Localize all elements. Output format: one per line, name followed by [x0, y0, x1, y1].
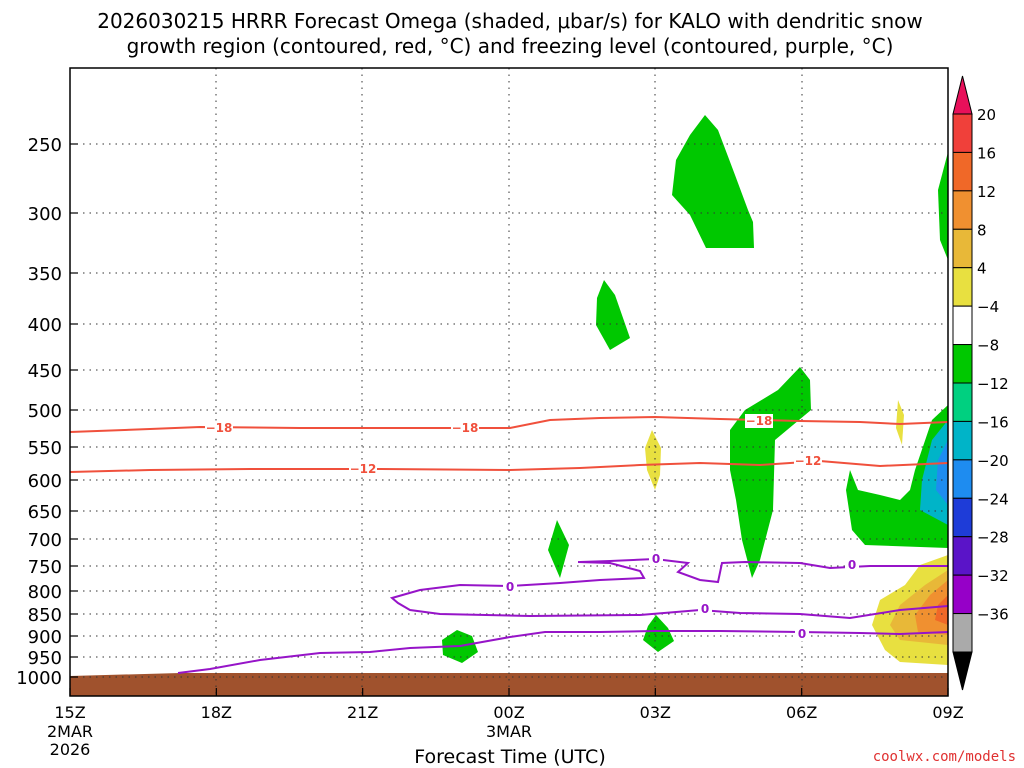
x-tick-label-0: 15Z	[54, 703, 85, 722]
dgz-label-minus12-b: −12	[795, 454, 822, 468]
omega-cell-400-green	[596, 280, 630, 350]
freezing-contour-surface-rise	[177, 630, 949, 674]
surface-terrain	[70, 673, 948, 696]
chart-title-line-2: growth region (contoured, red, °C) and f…	[127, 34, 894, 58]
colorbar-box-5	[952, 305, 973, 346]
colorbar: 20 16 12 8 4 −4 −8 −12 −16 −20 −24 −28 −32 −36	[952, 75, 1009, 691]
dgz-label-minus18-b: −18	[452, 421, 479, 435]
freezing-contour-labels: 0 0 0 0 0	[503, 552, 859, 641]
colorbar-label-12: −32	[977, 567, 1009, 585]
colorbar-box-11	[952, 536, 973, 576]
colorbar-box-12	[952, 574, 973, 615]
y-tick-label-800: 800	[28, 582, 62, 603]
omega-cell-lowlevel-red	[935, 595, 948, 625]
y-tick-label-600: 600	[28, 471, 62, 492]
freezing-label-a: 0	[506, 580, 514, 594]
x-tick-sublabel-0-1: 2026	[50, 740, 91, 759]
y-tick-label-950: 950	[28, 648, 62, 669]
omega-cell-upper-green	[672, 115, 754, 248]
dgz-label-minus18-c: −18	[746, 414, 773, 428]
freezing-label-e: 0	[848, 558, 856, 572]
colorbar-label-0: 20	[977, 106, 996, 124]
omega-cell-right-darkblue	[936, 440, 948, 505]
y-tick-label-750: 750	[28, 557, 62, 578]
colorbar-box-3	[952, 228, 973, 269]
y-tick-label-900: 900	[28, 627, 62, 648]
x-tick-label-4: 03Z	[640, 703, 671, 722]
colorbar-box-13	[952, 613, 973, 653]
omega-cell-700-green	[548, 520, 569, 578]
colorbar-label-8: −16	[977, 413, 1009, 431]
x-axis-label: Forecast Time (UTC)	[414, 746, 605, 768]
y-tick-label-400: 400	[28, 315, 62, 336]
colorbar-label-10: −24	[977, 490, 1009, 508]
freezing-contour-lower-loop	[389, 561, 949, 620]
colorbar-top-arrow	[952, 75, 973, 115]
dgz-contour-labels: −18 −18 −18 −12 −12	[205, 414, 822, 476]
x-tick-label-5: 06Z	[786, 703, 817, 722]
y-tick-label-450: 450	[28, 361, 62, 382]
y-axis: 2503003504004505005506006507007508008509…	[16, 135, 78, 689]
x-tick-label-2: 21Z	[347, 703, 378, 722]
colorbar-box-4	[952, 267, 973, 307]
time-gridlines	[215, 68, 803, 696]
x-tick-label-1: 18Z	[201, 703, 232, 722]
dgz-contour-minus12	[69, 459, 949, 473]
omega-cell-right-lower-green	[846, 405, 948, 548]
colorbar-box-10	[952, 497, 973, 538]
colorbar-box-6	[952, 344, 973, 384]
colorbar-label-3: 8	[977, 221, 987, 239]
colorbar-label-13: −36	[977, 606, 1009, 624]
colorbar-bottom-arrow	[952, 651, 973, 691]
y-tick-label-350: 350	[28, 264, 62, 285]
y-tick-label-1000: 1000	[16, 668, 62, 689]
dgz-label-minus12-a: −12	[350, 462, 377, 476]
colorbar-label-9: −20	[977, 452, 1009, 470]
colorbar-box-0	[952, 113, 973, 153]
colorbar-label-7: −12	[977, 375, 1009, 393]
colorbar-box-8	[952, 420, 973, 461]
freezing-label-c: 0	[701, 602, 709, 616]
freezing-label-d: 0	[798, 627, 806, 641]
colorbar-box-1	[952, 151, 973, 192]
y-tick-label-300: 300	[28, 204, 62, 225]
colorbar-label-6: −8	[977, 337, 999, 355]
credit-text: coolwx.com/models	[873, 749, 1016, 765]
y-tick-label-250: 250	[28, 135, 62, 156]
y-tick-label-700: 700	[28, 530, 62, 551]
y-tick-label-650: 650	[28, 502, 62, 523]
omega-cell-550-yellow	[645, 430, 661, 490]
colorbar-label-1: 16	[977, 144, 996, 162]
omega-cell-right-blue	[920, 420, 948, 525]
chart-title-line-1: 2026030215 HRRR Forecast Omega (shaded, …	[97, 9, 923, 33]
omega-cell-900-green	[643, 615, 674, 652]
y-tick-label-550: 550	[28, 438, 62, 459]
omega-cell-500-yellow	[896, 400, 904, 445]
x-tick-sublabel-3-0: 3MAR	[486, 722, 532, 741]
colorbar-box-7	[952, 382, 973, 422]
colorbar-label-5: −4	[977, 298, 999, 316]
dgz-label-minus18-a: −18	[206, 421, 233, 435]
colorbar-label-4: 4	[977, 260, 987, 278]
x-tick-label-6: 09Z	[932, 703, 963, 722]
freezing-label-b: 0	[652, 552, 660, 566]
omega-cell-right-green	[938, 152, 948, 260]
y-tick-label-500: 500	[28, 401, 62, 422]
x-tick-label-3: 00Z	[493, 703, 524, 722]
colorbar-label-2: 12	[977, 183, 996, 201]
colorbar-box-9	[952, 459, 973, 499]
x-tick-sublabel-0-0: 2MAR	[47, 722, 93, 741]
colorbar-label-11: −28	[977, 529, 1009, 547]
y-tick-label-850: 850	[28, 605, 62, 626]
colorbar-box-2	[952, 190, 973, 230]
